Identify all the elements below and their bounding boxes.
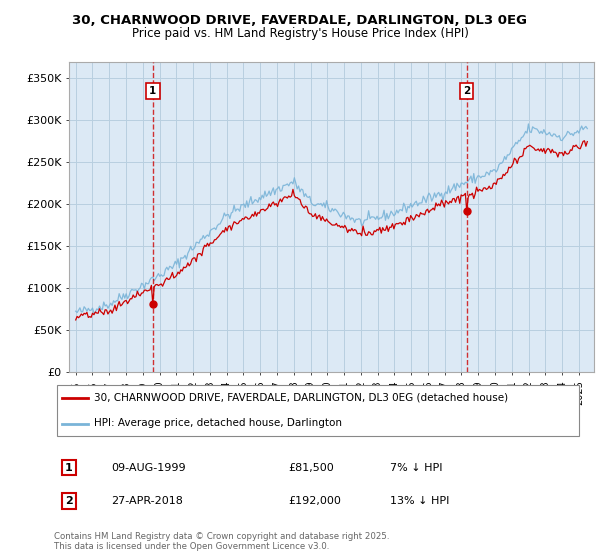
Text: 7% ↓ HPI: 7% ↓ HPI — [390, 463, 443, 473]
FancyBboxPatch shape — [56, 385, 580, 436]
Text: Contains HM Land Registry data © Crown copyright and database right 2025.
This d: Contains HM Land Registry data © Crown c… — [54, 532, 389, 552]
Text: £192,000: £192,000 — [288, 496, 341, 506]
Text: 1: 1 — [149, 86, 157, 96]
Text: 13% ↓ HPI: 13% ↓ HPI — [390, 496, 449, 506]
Text: 09-AUG-1999: 09-AUG-1999 — [111, 463, 185, 473]
Text: £81,500: £81,500 — [288, 463, 334, 473]
Text: HPI: Average price, detached house, Darlington: HPI: Average price, detached house, Darl… — [94, 418, 341, 428]
Text: Price paid vs. HM Land Registry's House Price Index (HPI): Price paid vs. HM Land Registry's House … — [131, 27, 469, 40]
Text: 30, CHARNWOOD DRIVE, FAVERDALE, DARLINGTON, DL3 0EG (detached house): 30, CHARNWOOD DRIVE, FAVERDALE, DARLINGT… — [94, 393, 508, 403]
Text: 2: 2 — [463, 86, 470, 96]
Text: 27-APR-2018: 27-APR-2018 — [111, 496, 183, 506]
Text: 2: 2 — [65, 496, 73, 506]
Text: 1: 1 — [65, 463, 73, 473]
Text: 30, CHARNWOOD DRIVE, FAVERDALE, DARLINGTON, DL3 0EG: 30, CHARNWOOD DRIVE, FAVERDALE, DARLINGT… — [73, 14, 527, 27]
